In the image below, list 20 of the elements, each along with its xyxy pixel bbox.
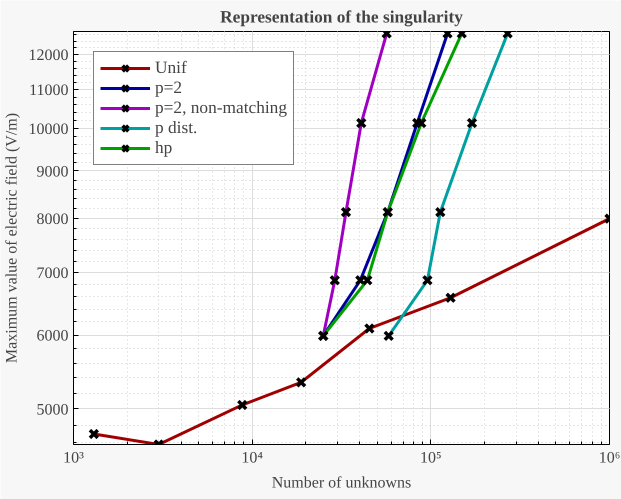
legend-label: p dist.	[155, 118, 198, 138]
y-tick-label: 12000	[28, 46, 68, 64]
x-axis-title: Number of unknowns	[272, 474, 412, 492]
y-tick-label: 8000	[36, 211, 68, 228]
x-tick-label: 10⁶	[598, 450, 620, 466]
y-tick-label: 7000	[36, 265, 68, 282]
legend-label: hp	[155, 138, 174, 158]
x-tick-label: 10⁴	[241, 450, 264, 466]
legend-label: p=2	[155, 78, 182, 98]
y-tick-label: 10000	[28, 120, 68, 138]
chart-title: Representation of the singularity	[220, 8, 464, 26]
y-tick-label: 11000	[29, 82, 68, 100]
y-tick-label: 6000	[36, 328, 68, 345]
legend-label: Unif	[155, 58, 187, 78]
x-tick-label: 10³	[63, 450, 84, 466]
y-tick-label: 5000	[36, 401, 68, 418]
y-tick-label: 9000	[36, 163, 68, 180]
legend-label: p=2, non-matching	[155, 98, 288, 118]
x-tick-label: 10⁵	[420, 450, 442, 466]
y-axis-title: Maximum value of electric field (V/m)	[4, 112, 20, 364]
